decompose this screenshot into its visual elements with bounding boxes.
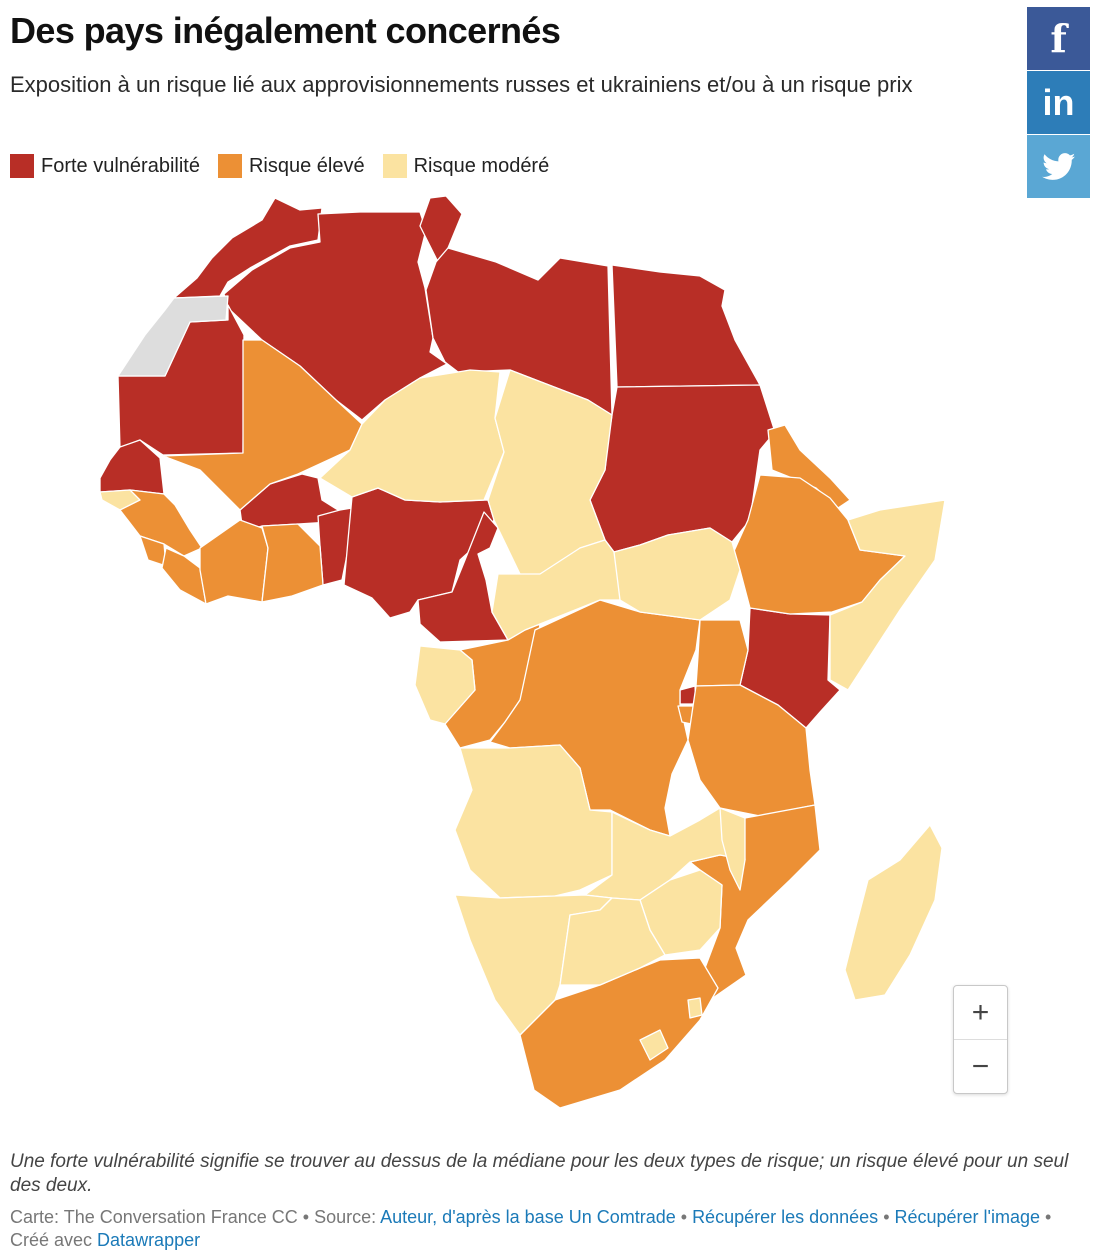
footer-credit: Carte: The Conversation France CC • Sour… bbox=[10, 1207, 381, 1227]
social-share-bar: f in bbox=[1027, 7, 1090, 199]
footer-separator: • bbox=[878, 1207, 895, 1227]
download-image-link[interactable]: Récupérer l'image bbox=[894, 1207, 1041, 1227]
zoom-in-button[interactable]: + bbox=[971, 995, 990, 1029]
country-guinea[interactable] bbox=[119, 489, 203, 557]
country-uganda[interactable] bbox=[695, 619, 749, 687]
country-madagascar[interactable] bbox=[844, 824, 943, 1001]
datawrapper-link[interactable]: Datawrapper bbox=[97, 1230, 201, 1250]
linkedin-share-button[interactable]: in bbox=[1027, 71, 1090, 134]
zoom-out-button[interactable]: − bbox=[971, 1049, 990, 1083]
country-western-sahara[interactable] bbox=[117, 295, 229, 377]
legend-swatch-forte bbox=[10, 154, 34, 178]
linkedin-icon: in bbox=[1042, 81, 1075, 123]
country-malawi[interactable] bbox=[719, 807, 746, 891]
legend: Forte vulnérabilité Risque élevé Risque … bbox=[10, 154, 567, 178]
country-somalia[interactable] bbox=[829, 499, 946, 691]
twitter-share-button[interactable] bbox=[1027, 135, 1090, 198]
legend-swatch-modere bbox=[382, 154, 407, 178]
country-guinea-bissau[interactable] bbox=[99, 489, 141, 511]
twitter-icon bbox=[1041, 152, 1075, 180]
country-eritrea[interactable] bbox=[767, 424, 851, 509]
footer-separator: • bbox=[675, 1207, 693, 1227]
country-gabon[interactable] bbox=[414, 645, 476, 725]
facebook-icon: f bbox=[1050, 16, 1067, 61]
country-egypt[interactable] bbox=[611, 264, 761, 388]
download-data-link[interactable]: Récupérer les données bbox=[692, 1207, 879, 1227]
country-angola[interactable] bbox=[454, 744, 613, 899]
source-link[interactable]: Auteur, d'après la base Un Comtrade bbox=[380, 1207, 676, 1227]
legend-item-modere: Risque modéré bbox=[382, 154, 550, 178]
legend-swatch-eleve bbox=[217, 154, 242, 178]
legend-label-modere: Risque modéré bbox=[413, 154, 550, 177]
country-eswatini[interactable] bbox=[687, 997, 703, 1019]
legend-label-eleve: Risque élevé bbox=[248, 154, 365, 177]
country-niger[interactable] bbox=[319, 369, 505, 503]
chart-subtitle: Exposition à un risque lié aux approvisi… bbox=[10, 72, 913, 97]
country-botswana[interactable] bbox=[559, 897, 666, 986]
country-south-sudan[interactable] bbox=[613, 527, 741, 621]
chart-title: Des pays inégalement concernés bbox=[10, 10, 561, 51]
legend-item-forte: Forte vulnérabilité bbox=[10, 154, 200, 178]
country-ghana[interactable] bbox=[261, 523, 324, 603]
zoom-divider bbox=[954, 1039, 1007, 1040]
chart-note: Une forte vulnérabilité signifie se trou… bbox=[10, 1151, 1069, 1196]
legend-item-eleve: Risque élevé bbox=[217, 154, 365, 178]
country-lesotho[interactable] bbox=[639, 1029, 669, 1061]
chart-footer: Carte: The Conversation France CC • Sour… bbox=[10, 1206, 1070, 1252]
zoom-control: + − bbox=[953, 985, 1008, 1094]
legend-label-forte: Forte vulnérabilité bbox=[41, 154, 200, 177]
footer-created: • Créé avec bbox=[10, 1207, 1052, 1250]
africa-map bbox=[99, 195, 946, 1109]
country-cote-divoire[interactable] bbox=[199, 519, 269, 605]
country-mali[interactable] bbox=[162, 339, 363, 511]
facebook-share-button[interactable]: f bbox=[1027, 7, 1090, 70]
